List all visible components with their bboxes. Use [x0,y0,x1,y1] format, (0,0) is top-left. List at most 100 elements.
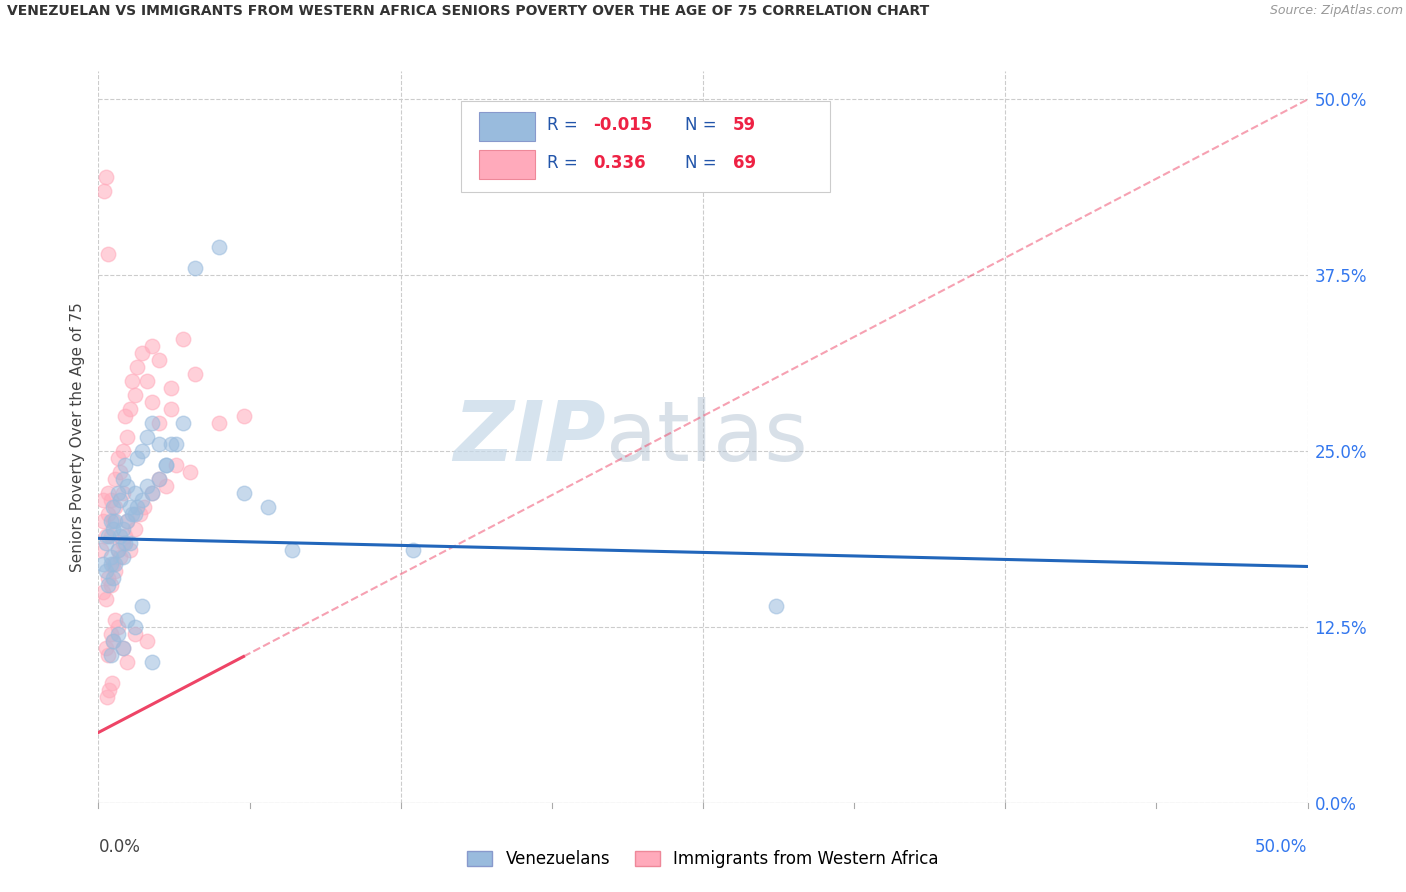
Point [91,515,114,529]
Point [111,486,134,500]
Point [97,648,120,662]
Point [155,458,177,473]
Point [108,493,131,508]
Point [97,571,120,585]
Point [101,500,124,515]
Text: R =: R = [547,116,583,134]
Point [114,409,136,423]
Point [101,571,124,585]
Point [117,479,139,493]
Point [135,430,157,444]
Point [135,479,157,493]
Text: atlas: atlas [606,397,808,477]
Point [104,472,127,486]
Point [97,528,120,542]
Point [101,557,124,571]
Text: VENEZUELAN VS IMMIGRANTS FROM WESTERN AFRICA SENIORS POVERTY OVER THE AGE OF 75 : VENEZUELAN VS IMMIGRANTS FROM WESTERN AF… [7,4,929,19]
Text: -0.015: -0.015 [593,116,652,134]
Point [97,508,120,522]
Y-axis label: Seniors Poverty Over the Age of 75: Seniors Poverty Over the Age of 75 [69,302,84,572]
Point [160,381,183,395]
Point [107,542,129,557]
Point [281,542,304,557]
Point [765,599,787,613]
Point [104,564,127,578]
Point [94,564,117,578]
Point [128,508,150,522]
Point [111,535,134,549]
Point [107,620,129,634]
Text: N =: N = [685,153,721,172]
Point [127,359,149,374]
Point [111,641,134,656]
Point [108,549,131,564]
Point [100,627,122,641]
Point [118,500,141,515]
Point [172,416,194,430]
Point [98,683,121,698]
Point [111,472,134,486]
Text: 69: 69 [734,153,756,172]
Point [127,500,149,515]
Point [124,508,146,522]
Point [131,599,153,613]
Point [141,395,163,409]
Point [148,472,170,486]
Point [101,634,124,648]
Point [111,549,134,564]
Text: 0.0%: 0.0% [98,838,141,856]
Point [111,444,134,458]
Point [93,184,115,198]
Point [118,535,141,549]
Point [148,437,170,451]
Point [104,500,127,515]
Point [91,584,114,599]
Legend: Venezuelans, Immigrants from Western Africa: Venezuelans, Immigrants from Western Afr… [460,844,946,875]
Point [155,458,177,473]
Point [91,493,114,508]
Point [111,521,134,535]
Point [172,332,194,346]
Point [134,500,156,515]
Point [108,465,131,479]
FancyBboxPatch shape [479,150,534,179]
Point [121,374,143,388]
Point [100,528,122,542]
Point [100,493,122,508]
Point [165,437,187,451]
Point [148,416,170,430]
Point [402,542,425,557]
FancyBboxPatch shape [461,101,830,192]
Point [96,690,118,705]
Point [256,500,278,515]
Point [121,508,143,522]
Point [111,641,134,656]
Point [97,247,120,261]
Text: 0.336: 0.336 [593,153,645,172]
Point [117,655,139,669]
Point [100,515,122,529]
Point [141,655,163,669]
Point [160,401,183,416]
Point [148,472,170,486]
Point [100,648,122,662]
Point [101,515,124,529]
Point [104,557,127,571]
Point [108,528,131,542]
FancyBboxPatch shape [479,112,534,141]
Point [97,578,120,592]
Text: 50.0%: 50.0% [1256,838,1308,856]
Text: Source: ZipAtlas.com: Source: ZipAtlas.com [1270,4,1403,18]
Point [141,416,163,430]
Point [124,486,146,500]
Point [124,620,146,634]
Point [124,627,146,641]
Point [117,613,139,627]
Point [104,515,127,529]
Point [114,528,136,542]
Point [114,535,136,549]
Point [100,578,122,592]
Point [131,444,153,458]
Point [100,557,122,571]
Point [179,465,201,479]
